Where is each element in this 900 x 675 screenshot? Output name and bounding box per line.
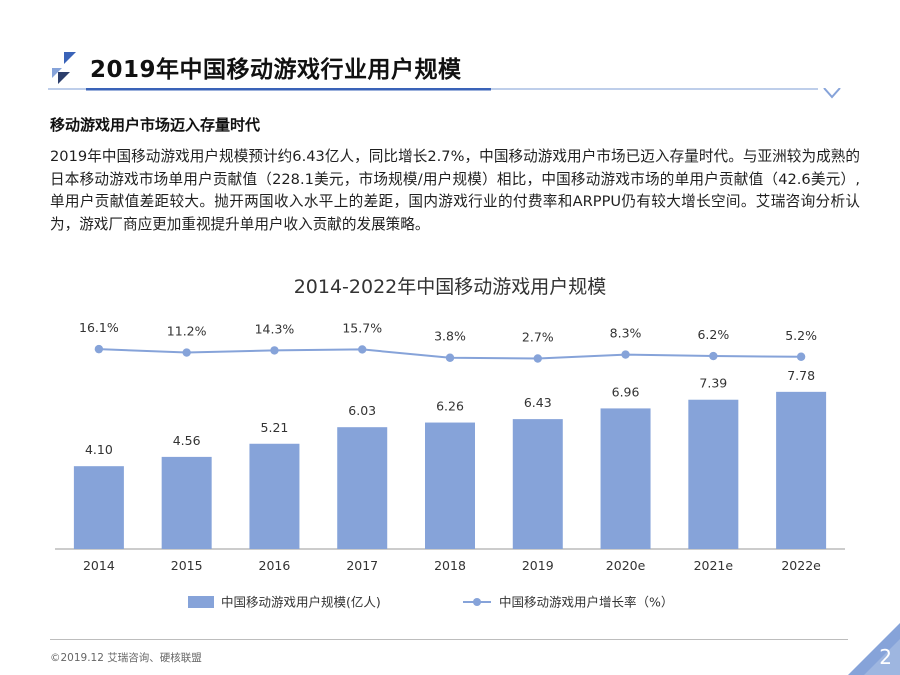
growth-rate-label: 6.2% <box>697 327 729 342</box>
x-tick-label: 2020e <box>606 558 646 573</box>
growth-rate-point <box>445 353 455 362</box>
x-tick-label: 2022e <box>781 558 821 573</box>
title-underline <box>48 88 841 99</box>
growth-rate-point <box>533 354 542 363</box>
bar <box>337 427 388 549</box>
footer-source: ©2019.12 艾瑞咨询、硬核联盟 <box>50 652 202 664</box>
legend-label-line: 中国移动游戏用户增长率（%） <box>499 595 673 610</box>
bar-value-label: 4.56 <box>173 433 201 448</box>
growth-rate-label: 3.8% <box>434 329 466 344</box>
bar-value-label: 6.03 <box>348 403 376 418</box>
growth-rate-point <box>94 344 104 354</box>
growth-rate-label: 8.3% <box>610 326 642 341</box>
growth-rate-point <box>182 348 191 357</box>
x-tick-label: 2021e <box>694 558 734 573</box>
bar <box>249 443 300 549</box>
x-tick-label: 2017 <box>346 558 378 573</box>
growth-rate-point <box>796 352 806 361</box>
bar-value-label: 7.39 <box>699 376 727 391</box>
bar <box>776 391 827 549</box>
bar <box>73 466 124 549</box>
chart-title: 2014-2022年中国移动游戏用户规模 <box>293 276 607 298</box>
growth-rate-point <box>270 346 279 355</box>
page-title: 2019年中国移动游戏行业用户规模 <box>90 57 462 83</box>
logo-mark-icon <box>52 52 76 84</box>
legend-swatch-bar <box>188 596 214 608</box>
growth-rate-label: 5.2% <box>785 328 817 343</box>
bar-value-label: 6.96 <box>612 384 640 399</box>
growth-rate-label: 11.2% <box>167 324 207 339</box>
bar-value-label: 5.21 <box>261 420 289 435</box>
growth-rate-label: 16.1% <box>79 320 119 335</box>
bar-value-label: 7.78 <box>787 368 815 383</box>
bar-value-label: 6.26 <box>436 399 464 414</box>
bar <box>688 399 739 549</box>
x-tick-label: 2015 <box>171 558 203 573</box>
legend-label-bar: 中国移动游戏用户规模(亿人) <box>221 595 381 610</box>
x-tick-label: 2019 <box>522 558 554 573</box>
bar <box>161 456 212 549</box>
page-number: 2 <box>879 645 892 669</box>
bar <box>600 408 651 549</box>
x-tick-label: 2018 <box>434 558 466 573</box>
bar <box>425 422 475 549</box>
growth-rate-label: 15.7% <box>342 320 382 335</box>
growth-rate-point <box>709 351 718 361</box>
growth-rate-label: 2.7% <box>522 330 554 345</box>
bar <box>512 419 563 549</box>
corner-decoration <box>848 623 900 675</box>
bar-value-label: 6.43 <box>524 395 552 410</box>
bar-value-label: 4.10 <box>85 442 113 457</box>
footer-divider <box>50 639 848 640</box>
legend-swatch-point <box>473 598 481 606</box>
growth-rate-point <box>358 345 367 354</box>
body-paragraph: 2019年中国移动游戏用户规模预计约6.43亿人，同比增长2.7%，中国移动游戏… <box>50 148 860 233</box>
section-heading: 移动游戏用户市场迈入存量时代 <box>50 116 261 134</box>
growth-rate-point <box>621 350 630 359</box>
growth-rate-label: 14.3% <box>255 321 295 336</box>
x-tick-label: 2016 <box>259 558 291 573</box>
x-tick-label: 2014 <box>83 558 115 573</box>
